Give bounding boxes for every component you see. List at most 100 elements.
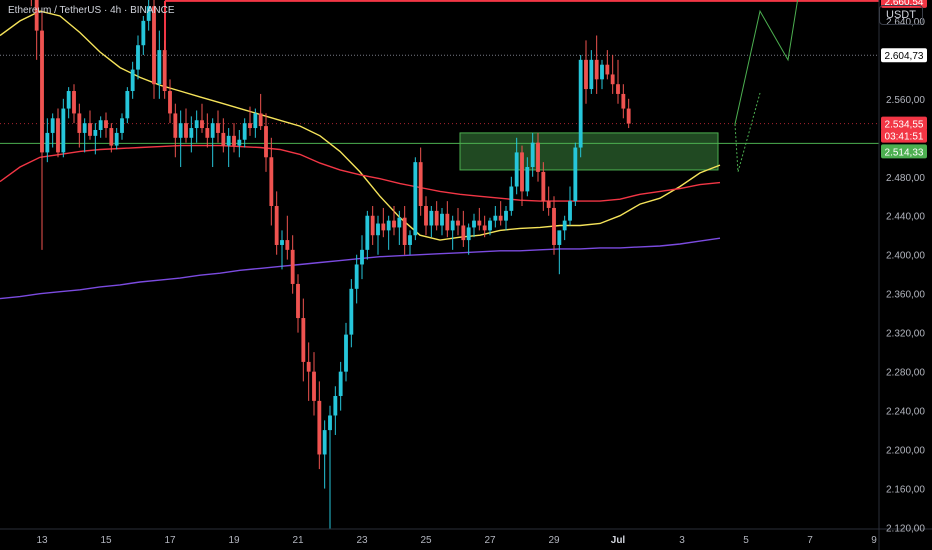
candle[interactable] <box>40 11 44 250</box>
candle[interactable] <box>120 113 124 140</box>
candle[interactable] <box>514 137 519 195</box>
candle[interactable] <box>184 108 188 143</box>
candle[interactable] <box>605 50 610 80</box>
candle[interactable] <box>328 405 332 538</box>
candle[interactable] <box>178 110 183 168</box>
candle[interactable] <box>242 118 247 148</box>
candle[interactable] <box>136 35 140 80</box>
candle[interactable] <box>280 230 284 270</box>
candle[interactable] <box>434 201 439 231</box>
candle[interactable] <box>189 116 194 153</box>
candle[interactable] <box>173 103 178 158</box>
candle[interactable] <box>589 50 594 94</box>
candle[interactable] <box>440 207 444 236</box>
candle[interactable] <box>509 176 514 216</box>
candle[interactable] <box>157 30 162 99</box>
candle[interactable] <box>488 217 492 236</box>
candle[interactable] <box>125 87 130 124</box>
candle[interactable] <box>616 59 620 104</box>
candle[interactable] <box>56 108 60 158</box>
candle[interactable] <box>50 113 55 148</box>
candle[interactable] <box>520 145 524 206</box>
candle[interactable] <box>232 123 236 153</box>
candle[interactable] <box>402 206 407 255</box>
candle[interactable] <box>264 113 268 172</box>
candle[interactable] <box>317 381 322 470</box>
candle[interactable] <box>392 206 396 236</box>
candle[interactable] <box>194 110 199 143</box>
candle[interactable] <box>360 235 364 280</box>
candle[interactable] <box>77 103 82 148</box>
candle[interactable] <box>104 112 108 138</box>
candle[interactable] <box>610 54 615 94</box>
candle[interactable] <box>541 162 546 211</box>
candle[interactable] <box>584 40 588 104</box>
candle[interactable] <box>312 352 316 416</box>
candle[interactable] <box>344 322 348 382</box>
candle[interactable] <box>626 98 631 129</box>
candle[interactable] <box>152 0 156 99</box>
candle[interactable] <box>568 186 572 226</box>
candle[interactable] <box>146 0 151 31</box>
candle[interactable] <box>557 230 562 275</box>
candle[interactable] <box>253 108 258 138</box>
candle[interactable] <box>333 386 338 435</box>
candle[interactable] <box>306 342 311 401</box>
candle[interactable] <box>274 191 279 255</box>
candle[interactable] <box>461 210 466 247</box>
candle[interactable] <box>168 79 172 124</box>
candle[interactable] <box>552 196 556 255</box>
candle[interactable] <box>536 132 540 182</box>
candle[interactable] <box>34 0 39 60</box>
candle[interactable] <box>386 215 391 250</box>
candle[interactable] <box>109 123 114 153</box>
candle[interactable] <box>114 128 119 150</box>
candle[interactable] <box>221 118 226 153</box>
candle[interactable] <box>381 207 386 238</box>
candle[interactable] <box>93 123 98 155</box>
candle[interactable] <box>504 206 508 231</box>
candle[interactable] <box>578 54 583 158</box>
candle[interactable] <box>482 215 487 238</box>
candle[interactable] <box>82 118 87 153</box>
candle[interactable] <box>258 93 263 130</box>
candle[interactable] <box>88 110 92 140</box>
candle[interactable] <box>573 142 578 206</box>
candle[interactable] <box>562 215 567 241</box>
candle[interactable] <box>376 215 380 255</box>
candle[interactable] <box>205 113 210 148</box>
candle[interactable] <box>285 215 290 260</box>
candle[interactable] <box>61 98 66 158</box>
symbol-title[interactable]: Ethereum / TetherUS · 4h · BINANCE <box>8 5 175 16</box>
candle[interactable] <box>210 118 215 168</box>
candle[interactable] <box>466 223 471 255</box>
candle[interactable] <box>365 210 370 260</box>
candle[interactable] <box>498 201 503 226</box>
candle[interactable] <box>418 147 423 216</box>
candle[interactable] <box>200 103 204 133</box>
candle[interactable] <box>290 235 295 294</box>
candle[interactable] <box>349 279 354 348</box>
candle[interactable] <box>397 210 402 245</box>
candle[interactable] <box>472 213 476 238</box>
candle[interactable] <box>621 84 626 119</box>
candle[interactable] <box>600 59 604 90</box>
price-axis[interactable]: 2.680,002.640,002.560,002.480,002.440,00… <box>886 0 925 535</box>
candle[interactable] <box>66 87 71 119</box>
candle[interactable] <box>301 298 306 382</box>
candle[interactable] <box>408 230 412 255</box>
candle[interactable] <box>424 196 428 236</box>
candle[interactable] <box>269 137 274 226</box>
candle[interactable] <box>477 207 482 231</box>
candle[interactable] <box>546 186 551 216</box>
time-axis[interactable]: 13 15 17 19 21 23 25 27 29 Jul 3 5 7 9 <box>36 535 877 546</box>
candle[interactable] <box>525 157 530 197</box>
candle[interactable] <box>141 15 146 55</box>
candle[interactable] <box>429 206 434 238</box>
candle[interactable] <box>338 361 343 411</box>
candle[interactable] <box>413 157 418 241</box>
candle[interactable] <box>45 118 50 163</box>
candle[interactable] <box>456 207 460 236</box>
candle[interactable] <box>162 40 167 99</box>
